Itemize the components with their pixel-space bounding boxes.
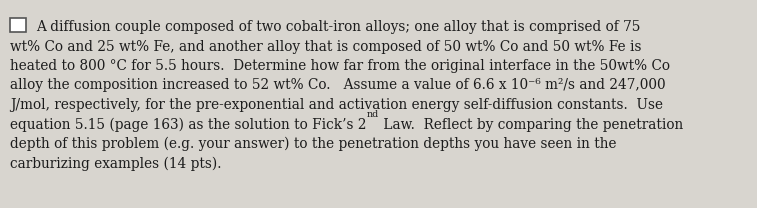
Text: wt% Co and 25 wt% Fe, and another alloy that is composed of 50 wt% Co and 50 wt%: wt% Co and 25 wt% Fe, and another alloy … [10,40,641,53]
Text: heated to 800 °C for 5.5 hours.  Determine how far from the original interface i: heated to 800 °C for 5.5 hours. Determin… [10,59,670,73]
Bar [10,18,26,32]
Text: depth of this problem (e.g. your answer) to the penetration depths you have seen: depth of this problem (e.g. your answer)… [10,137,616,151]
Text: J/mol, respectively, for the pre-exponential and activation energy self-diffusio: J/mol, respectively, for the pre-exponen… [10,98,663,112]
Text: carburizing examples (14 pts).: carburizing examples (14 pts). [10,156,222,171]
Text: A diffusion couple composed of two cobalt-iron alloys; one alloy that is compris: A diffusion couple composed of two cobal… [36,20,640,34]
Text: alloy the composition increased to 52 wt% Co.   Assume a value of 6.6 x 10⁻⁶ m²/: alloy the composition increased to 52 wt… [10,78,665,93]
Text: Law.  Reflect by comparing the penetration: Law. Reflect by comparing the penetratio… [378,118,683,131]
Text: nd: nd [366,110,378,119]
Text: equation 5.15 (page 163) as the solution to Fick’s 2: equation 5.15 (page 163) as the solution… [10,118,366,132]
